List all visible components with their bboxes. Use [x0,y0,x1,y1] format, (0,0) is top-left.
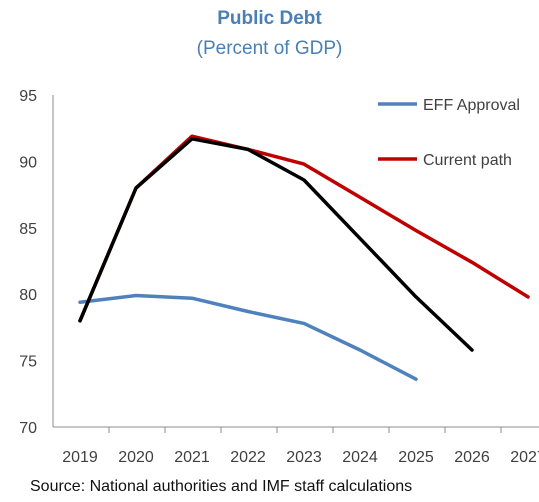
x-tick-label: 2023 [286,449,322,466]
y-tick-label: 95 [19,88,37,105]
legend-label: EFF Approval [423,97,520,114]
legend-label: Current path [423,152,512,169]
y-tick-label: 70 [19,420,37,437]
x-tick-label: 2022 [230,449,266,466]
legend: EFF Approval Current path [378,97,520,169]
y-tick-label: 75 [19,354,37,371]
y-tick-label: 85 [19,221,37,238]
x-tick-label: 2025 [398,449,434,466]
x-tick-label: 2020 [118,449,154,466]
chart-title: Public Debt [217,8,322,29]
source-note: Source: National authorities and IMF sta… [30,478,413,495]
x-tick-label: 2024 [342,449,378,466]
y-tick-labels: 70 75 80 85 90 95 [19,88,37,437]
x-tick-label: 2019 [62,449,98,466]
x-tick-label: 2021 [174,449,210,466]
x-tick-label: 2027 [510,449,539,466]
chart-subtitle: (Percent of GDP) [196,38,343,59]
series-line-0 [78,293,418,381]
x-tick-label: 2026 [454,449,490,466]
axes-group [52,95,539,428]
series-lines [78,134,530,381]
y-tick-label: 90 [19,154,37,171]
series-line-2 [78,137,474,352]
y-tick-label: 80 [19,287,37,304]
x-tick-labels: 2019 2020 2021 2022 2023 2024 2025 2026 2027 [62,427,539,466]
